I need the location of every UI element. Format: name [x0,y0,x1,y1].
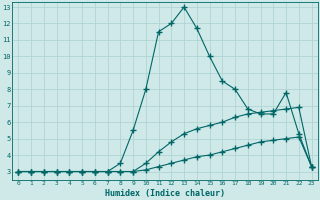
X-axis label: Humidex (Indice chaleur): Humidex (Indice chaleur) [105,189,225,198]
